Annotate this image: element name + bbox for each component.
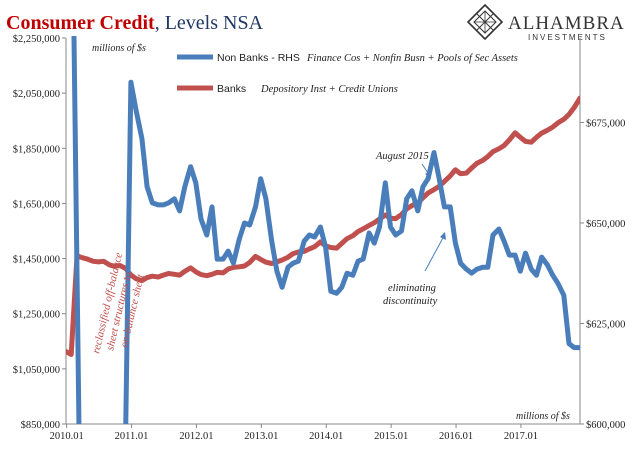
- brand-logo: ALHAMBRA INVESTMENTS: [466, 3, 625, 42]
- y-left-tick-label: $2,050,000: [13, 89, 60, 100]
- annotation-eliminating: eliminating: [388, 283, 436, 294]
- brand-tagline: INVESTMENTS: [528, 33, 607, 42]
- y-left-tick-label: $1,850,000: [13, 144, 60, 155]
- chart-title: Consumer Credit, Levels NSA: [6, 12, 264, 34]
- legend-desc-banks: Depository Inst + Credit Unions: [260, 84, 398, 95]
- y-right-tick-label: $650,000: [586, 219, 625, 230]
- y-left-tick-label: $1,650,000: [13, 199, 60, 210]
- y-right-ticks: $600,000 $625,000 $650,000 $675,000: [580, 118, 625, 431]
- legend-label-nonbanks: Non Banks - RHS: [217, 52, 300, 64]
- x-tick-label: 2017.01: [504, 431, 538, 442]
- annotation-arrow-discontinuity: [424, 235, 445, 272]
- x-tick-label: 2012.01: [179, 431, 213, 442]
- annotation-arrowhead-discontinuity: [440, 232, 446, 240]
- diamond-lattice-icon: [466, 3, 504, 41]
- y-left-tick-label: $1,250,000: [13, 310, 60, 321]
- title-sub: , Levels NSA: [155, 12, 264, 34]
- legend: Non Banks - RHS Finance Cos + Nonfin Bus…: [177, 52, 518, 95]
- x-tick-label: 2010.01: [50, 431, 84, 442]
- legend-label-banks: Banks: [217, 83, 246, 95]
- y-right-tick-label: $625,000: [586, 319, 625, 330]
- y-left-tick-label: $1,050,000: [13, 365, 60, 376]
- title-main: Consumer Credit: [6, 12, 155, 34]
- x-tick-label: 2014.01: [309, 431, 343, 442]
- annotation-discontinuity: discontinuity: [383, 296, 438, 307]
- y-right-tick-label: $675,000: [586, 118, 625, 129]
- x-tick-label: 2011.01: [115, 431, 149, 442]
- annotation-august-2015: August 2015: [375, 151, 429, 162]
- reclassified-note: reclassified off-balance sheet structure…: [90, 251, 147, 354]
- y-right-tick-label: $600,000: [586, 420, 625, 431]
- annotation-arrowhead-august: [425, 171, 431, 178]
- x-ticks: 2010.01 2011.01 2012.01 2013.01 2014.01 2015.…: [50, 424, 538, 442]
- y-left-tick-label: $2,250,000: [13, 34, 60, 45]
- x-tick-label: 2013.01: [244, 431, 278, 442]
- brand-name: ALHAMBRA: [508, 13, 625, 34]
- units-left-label: millions of $s: [92, 43, 146, 54]
- y-left-tick-label: $1,450,000: [13, 255, 60, 266]
- units-right-label: millions of $s: [516, 411, 570, 422]
- series-line-nonbanks: [71, 36, 580, 424]
- y-left-ticks: $850,000 $1,050,000 $1,250,000 $1,450,000 $1…: [13, 34, 66, 431]
- y-left-tick-label: $850,000: [21, 420, 60, 431]
- legend-desc-nonbanks: Finance Cos + Nonfin Busn + Pools of Sec…: [306, 53, 518, 64]
- x-tick-label: 2015.01: [374, 431, 408, 442]
- x-tick-label: 2016.01: [439, 431, 473, 442]
